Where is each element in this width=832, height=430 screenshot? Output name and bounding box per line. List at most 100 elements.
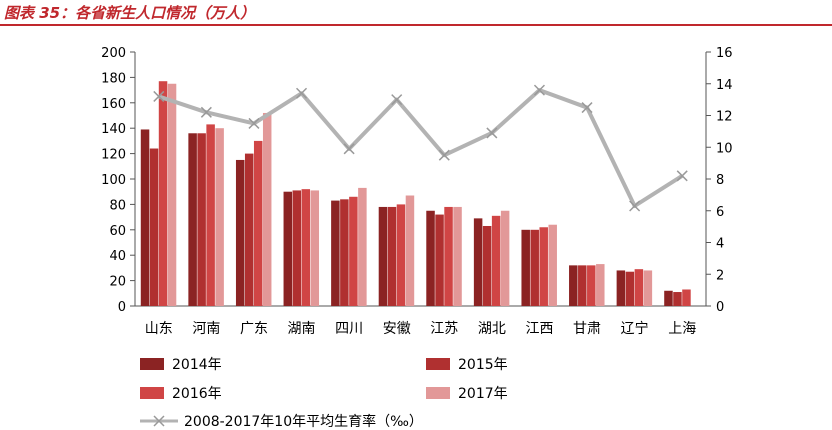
- bar-2016年: [682, 289, 691, 306]
- bar-2017年: [310, 190, 320, 306]
- bar-2014年: [378, 206, 388, 306]
- right-axis-tick-label: 14: [716, 78, 733, 93]
- bar-2016年: [634, 269, 644, 306]
- bar-2015年: [292, 190, 302, 306]
- left-axis-tick-label: 100: [101, 173, 126, 188]
- x-axis-category-label: 辽宁: [621, 320, 649, 337]
- legend-label: 2017年: [458, 386, 508, 402]
- bar-2016年: [301, 189, 311, 306]
- bar-2014年: [569, 265, 578, 306]
- caption-rule: [0, 24, 832, 26]
- line-series: [158, 88, 684, 208]
- x-axis-category-label: 江西: [525, 321, 553, 337]
- bar-2017年: [596, 264, 605, 306]
- bar-2015年: [578, 265, 587, 306]
- bar-2017年: [500, 210, 510, 306]
- bar-2014年: [235, 159, 245, 306]
- line-point-marker: [533, 84, 545, 96]
- line-point-marker: [486, 127, 498, 139]
- bar-2014年: [664, 290, 673, 306]
- x-axis-category-label: 湖北: [478, 321, 506, 337]
- left-axis-tick-label: 140: [101, 122, 126, 137]
- x-axis-category-label: 山东: [145, 321, 173, 337]
- bar-2014年: [616, 270, 626, 306]
- x-axis-category-label: 广东: [240, 321, 268, 337]
- chart-caption: 图表 35：各省新生人口情况（万人）: [4, 4, 256, 22]
- line-point-marker: [629, 200, 641, 212]
- right-axis-tick-label: 10: [716, 141, 733, 156]
- right-axis-tick-label: 16: [716, 46, 733, 61]
- bar-2014年: [188, 133, 197, 306]
- left-axis-tick-label: 0: [118, 300, 126, 315]
- left-axis-tick-label: 160: [101, 97, 126, 112]
- bar-2017年: [358, 187, 367, 306]
- bar-2016年: [587, 265, 596, 306]
- bar-2016年: [253, 140, 263, 306]
- right-axis-tick-label: 4: [716, 237, 724, 252]
- line-point-marker: [153, 90, 165, 102]
- legend-label: 2008-2017年10年平均生育率（‰）: [184, 413, 423, 430]
- left-axis-tick-label: 120: [101, 148, 126, 163]
- bar-2016年: [206, 124, 215, 306]
- bar-2015年: [149, 148, 159, 306]
- line-point-marker: [200, 106, 212, 118]
- bar-2017年: [453, 206, 462, 306]
- left-axis-tick-label: 20: [109, 275, 126, 290]
- bar-2015年: [197, 133, 206, 306]
- legend-swatch: [426, 387, 450, 399]
- legend-line-marker: [153, 415, 165, 427]
- left-axis-tick-label: 40: [109, 249, 126, 264]
- x-axis-category-label: 上海: [668, 321, 696, 337]
- x-axis-category-label: 四川: [335, 321, 363, 337]
- left-axis-tick-label: 200: [101, 46, 126, 61]
- x-axis-category-label: 河南: [192, 321, 220, 337]
- left-axis-tick-label: 180: [101, 71, 126, 86]
- line-point-marker: [296, 87, 308, 99]
- bar-2016年: [444, 206, 453, 306]
- line-point-marker: [438, 149, 450, 161]
- bar-2015年: [435, 214, 444, 306]
- bar-2015年: [530, 229, 539, 306]
- bar-2015年: [244, 153, 254, 306]
- bar-2016年: [539, 227, 548, 306]
- left-axis-tick-label: 60: [109, 224, 126, 239]
- bar-2014年: [331, 200, 340, 306]
- bar-2017年: [215, 128, 224, 306]
- legend-swatch: [140, 387, 164, 399]
- legend-swatch: [426, 358, 450, 370]
- left-axis-tick-label: 80: [109, 198, 126, 213]
- bar-2014年: [140, 129, 150, 306]
- bar-2015年: [340, 199, 349, 306]
- x-axis-category-label: 江苏: [430, 321, 458, 337]
- bar-2017年: [262, 112, 272, 307]
- bar-2017年: [643, 270, 653, 306]
- legend-label: 2016年: [172, 386, 222, 402]
- bar-2016年: [349, 196, 358, 306]
- legend-swatch: [140, 358, 164, 370]
- x-axis-category-label: 甘肃: [573, 321, 601, 337]
- bar-2016年: [491, 215, 501, 306]
- legend-label: 2015年: [458, 357, 508, 373]
- bar-2015年: [625, 271, 635, 306]
- line-point-marker: [581, 102, 593, 114]
- line-point-marker: [676, 170, 688, 182]
- right-axis-tick-label: 12: [716, 110, 733, 125]
- bar-2017年: [167, 83, 177, 306]
- bar-2015年: [482, 225, 492, 306]
- bar-2016年: [396, 204, 406, 306]
- line-point-marker: [391, 94, 403, 106]
- bar-2014年: [426, 210, 435, 306]
- x-axis-category-label: 湖南: [288, 321, 316, 337]
- legend-label: 2014年: [172, 357, 222, 373]
- bar-2015年: [387, 206, 397, 306]
- right-axis-tick-label: 0: [716, 300, 724, 315]
- bar-2014年: [473, 218, 483, 306]
- bar-2017年: [405, 195, 415, 306]
- right-axis-tick-label: 6: [716, 205, 724, 220]
- bar-2016年: [158, 81, 168, 307]
- bar-2014年: [521, 229, 530, 306]
- right-axis-tick-label: 2: [716, 268, 724, 283]
- bar-2015年: [673, 292, 682, 306]
- bar-2017年: [548, 224, 557, 306]
